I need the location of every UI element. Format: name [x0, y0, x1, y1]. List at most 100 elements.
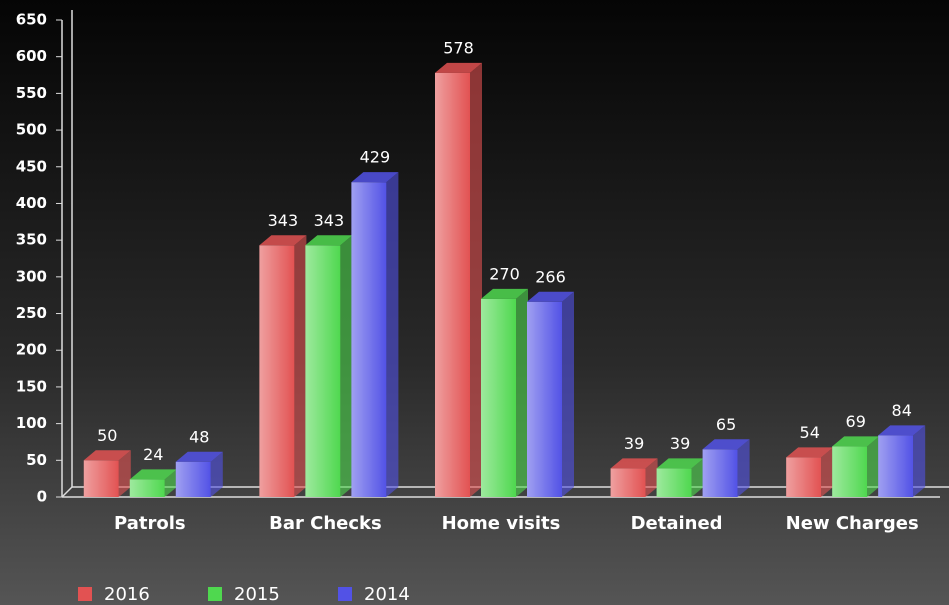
bar-3d [435, 62, 482, 498]
bar-side [470, 62, 482, 498]
y-tick-label: 350 [16, 231, 47, 249]
bar-top [656, 458, 704, 469]
bar-side [118, 450, 131, 497]
bar-side [645, 458, 658, 497]
bar-shine [435, 72, 470, 498]
bar-shine [786, 457, 822, 497]
bar-shine [527, 301, 562, 497]
bar-shine [175, 461, 211, 497]
bar-shine [481, 298, 516, 497]
bar-top [83, 450, 131, 461]
bar-3d [610, 458, 658, 497]
bar-top [129, 469, 177, 480]
bar-3d [351, 172, 399, 497]
bar-3d [702, 439, 750, 497]
legend-swatch [78, 587, 92, 601]
bar-side [691, 458, 704, 497]
bar-shine [610, 468, 646, 497]
bar-shine [305, 245, 341, 497]
legend-label: 2014 [364, 584, 410, 605]
bar-top [702, 439, 750, 450]
data-label: 429 [360, 148, 391, 167]
bar-top [175, 451, 223, 462]
bar-top [481, 288, 528, 299]
data-label: 48 [189, 427, 209, 446]
y-tick-label: 400 [16, 194, 47, 212]
bar-3d [175, 451, 223, 497]
y-tick-label: 550 [16, 84, 47, 102]
x-tick-label: Patrols [114, 513, 186, 534]
bar-3d [527, 291, 574, 497]
bar-top [351, 172, 399, 183]
data-label: 39 [624, 434, 644, 453]
y-tick-label: 450 [16, 157, 47, 175]
bar-shine [832, 446, 868, 497]
bar-side [516, 288, 528, 497]
bar-shine [878, 435, 914, 497]
bar-3d [305, 235, 353, 497]
bar-side [340, 235, 353, 497]
bar-top [878, 425, 926, 436]
data-label: 270 [489, 264, 520, 283]
data-label: 69 [846, 412, 866, 431]
bar-side [386, 172, 399, 497]
bar-top [527, 291, 574, 302]
bar-shine [656, 468, 692, 497]
x-tick-label: Bar Checks [269, 513, 382, 534]
bar-top [786, 447, 834, 458]
bar-3d [656, 458, 704, 497]
bar-shine [702, 449, 738, 497]
bar-3d [832, 436, 880, 497]
x-tick-label: New Charges [786, 513, 919, 534]
data-label: 84 [892, 401, 912, 420]
data-label: 266 [535, 267, 566, 286]
data-label: 343 [314, 211, 345, 230]
y-tick-label: 200 [16, 341, 47, 359]
bar-side [821, 447, 834, 497]
bar-top [435, 62, 482, 73]
y-tick-label: 50 [26, 451, 47, 469]
bar-side [913, 425, 926, 497]
bar-shine [129, 479, 165, 497]
y-tick-label: 250 [16, 304, 47, 322]
bar-shine [351, 182, 387, 497]
y-tick-label: 150 [16, 377, 47, 395]
y-tick-label: 500 [16, 121, 47, 139]
y-tick-label: 100 [16, 414, 47, 432]
bar-top [259, 235, 307, 246]
bar-side [210, 451, 223, 497]
bar-top [305, 235, 353, 246]
x-tick-label: Detained [631, 513, 723, 534]
bar-side [164, 469, 177, 497]
data-label: 39 [670, 434, 690, 453]
bar-top [832, 436, 880, 447]
data-label: 24 [143, 445, 163, 464]
bar-side [867, 436, 880, 497]
bar-shine [83, 460, 119, 497]
bar-side [737, 439, 750, 497]
bar-side [562, 291, 574, 497]
bar-shine [259, 245, 295, 497]
y-tick-label: 600 [16, 47, 47, 65]
legend-label: 2015 [234, 584, 280, 605]
legend-swatch [338, 587, 352, 601]
y-tick-label: 650 [16, 11, 47, 29]
bar-3d [129, 469, 177, 497]
bar-side [294, 235, 307, 497]
bar-3d [259, 235, 307, 497]
bar-3d [786, 447, 834, 497]
bar-3d [83, 450, 131, 497]
data-label: 65 [716, 415, 736, 434]
bar-3d [481, 288, 528, 497]
legend-swatch [208, 587, 222, 601]
data-label: 343 [268, 211, 299, 230]
data-label: 50 [97, 426, 117, 445]
legend-label: 2016 [104, 584, 150, 605]
y-tick-label: 300 [16, 267, 47, 285]
bar-top [610, 458, 658, 469]
x-tick-label: Home visits [442, 513, 561, 534]
data-label: 54 [800, 423, 820, 442]
bar-3d [878, 425, 926, 497]
y-tick-label: 0 [37, 488, 47, 506]
